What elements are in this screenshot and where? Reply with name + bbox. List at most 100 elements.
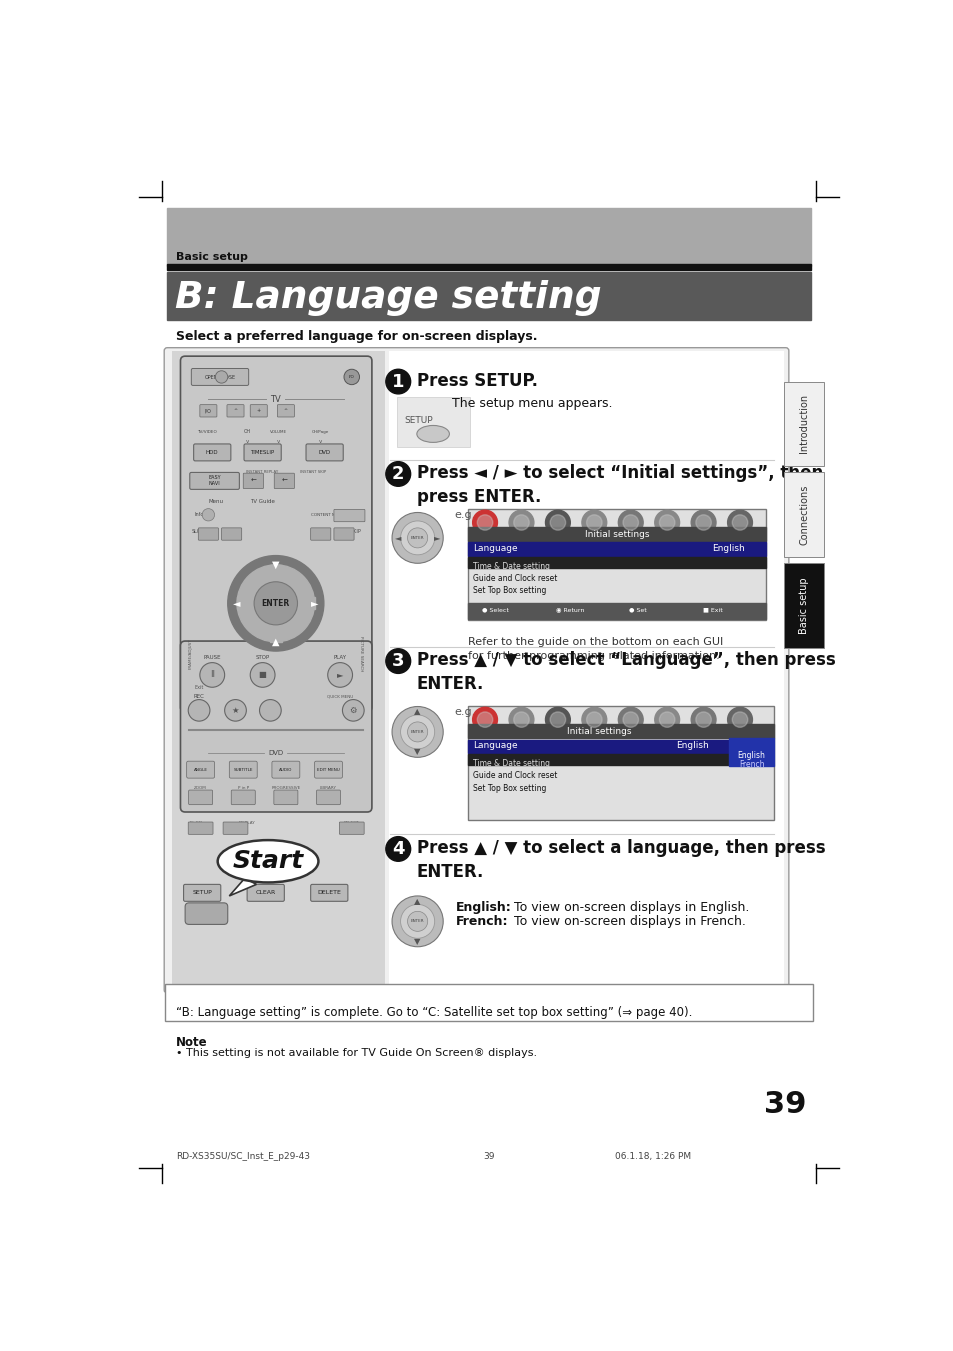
Circle shape — [659, 712, 674, 727]
Text: Info: Info — [194, 512, 204, 517]
Text: Language: Language — [472, 544, 517, 553]
Bar — [783, 563, 823, 648]
Circle shape — [545, 511, 570, 535]
Text: ▼: ▼ — [414, 936, 420, 946]
Circle shape — [259, 700, 281, 721]
Circle shape — [691, 511, 716, 535]
Text: Initial settings: Initial settings — [584, 530, 648, 539]
Bar — [167, 208, 810, 266]
Circle shape — [618, 708, 642, 732]
Text: ^: ^ — [283, 408, 288, 413]
Text: To view on-screen displays in French.: To view on-screen displays in French. — [514, 915, 745, 928]
Text: ⚙: ⚙ — [349, 705, 356, 715]
Text: SLOW: SLOW — [192, 530, 206, 534]
Text: 2: 2 — [392, 465, 404, 482]
Bar — [468, 754, 728, 765]
FancyBboxPatch shape — [193, 444, 231, 461]
Circle shape — [236, 565, 314, 642]
Text: Press ◄ / ► to select “Initial settings”, then
press ENTER.: Press ◄ / ► to select “Initial settings”… — [416, 463, 822, 505]
FancyBboxPatch shape — [180, 357, 372, 712]
FancyBboxPatch shape — [198, 528, 218, 540]
Text: VOLUME: VOLUME — [270, 430, 287, 434]
Text: ^: ^ — [233, 408, 237, 413]
Circle shape — [695, 712, 711, 727]
Circle shape — [328, 662, 353, 688]
Text: REC: REC — [193, 694, 204, 698]
Text: TIMESLIP: TIMESLIP — [251, 450, 274, 455]
FancyBboxPatch shape — [274, 790, 297, 805]
FancyBboxPatch shape — [223, 821, 248, 835]
FancyBboxPatch shape — [180, 642, 372, 812]
Text: P in P: P in P — [237, 786, 249, 790]
Bar — [468, 527, 765, 540]
Circle shape — [476, 515, 493, 530]
Bar — [468, 739, 728, 753]
Bar — [236, 597, 314, 609]
Text: ZOOM: ZOOM — [194, 786, 207, 790]
Text: RD-XS35SU/SC_Inst_E_p29-43: RD-XS35SU/SC_Inst_E_p29-43 — [175, 1151, 310, 1161]
Circle shape — [342, 700, 364, 721]
Bar — [172, 351, 385, 986]
FancyBboxPatch shape — [334, 528, 354, 540]
Text: PICTURE SEARCH: PICTURE SEARCH — [359, 636, 363, 671]
Text: CLEAR: CLEAR — [255, 890, 275, 896]
FancyBboxPatch shape — [277, 405, 294, 417]
Text: SKIP: SKIP — [350, 530, 360, 534]
FancyBboxPatch shape — [311, 528, 331, 540]
Circle shape — [581, 511, 606, 535]
FancyBboxPatch shape — [274, 473, 294, 489]
Text: ▲: ▲ — [414, 708, 420, 716]
Text: e.g.: e.g. — [454, 708, 475, 717]
Text: 06.1.18, 1:26 PM: 06.1.18, 1:26 PM — [615, 1151, 691, 1161]
Bar — [783, 381, 823, 466]
FancyBboxPatch shape — [250, 405, 267, 417]
Text: SUBTITLE: SUBTITLE — [233, 767, 253, 771]
Text: Press ▲ / ▼ to select “Language”, then press
ENTER.: Press ▲ / ▼ to select “Language”, then p… — [416, 651, 835, 693]
Text: +: + — [256, 408, 260, 413]
Circle shape — [727, 511, 752, 535]
Circle shape — [400, 904, 435, 939]
Text: e.g.: e.g. — [454, 511, 475, 520]
Text: PAUSE: PAUSE — [203, 655, 221, 661]
Text: CH: CH — [243, 430, 251, 434]
Text: FL SEL: FL SEL — [190, 821, 203, 824]
Text: Language: Language — [472, 742, 517, 750]
Text: STOP: STOP — [255, 655, 270, 661]
Text: I/O: I/O — [205, 408, 212, 413]
Polygon shape — [229, 878, 256, 896]
Circle shape — [586, 712, 601, 727]
Bar — [468, 557, 765, 567]
Circle shape — [392, 896, 443, 947]
Text: ←: ← — [281, 478, 287, 484]
Text: Connections: Connections — [799, 485, 808, 544]
Text: Basic setup: Basic setup — [175, 253, 248, 262]
Text: ▼: ▼ — [414, 747, 420, 757]
FancyBboxPatch shape — [468, 508, 765, 620]
Circle shape — [581, 708, 606, 732]
Text: 3: 3 — [392, 653, 404, 670]
Bar — [167, 263, 810, 270]
Text: French:: French: — [456, 915, 508, 928]
Text: v: v — [245, 439, 249, 444]
Text: SELECT: SELECT — [344, 821, 359, 824]
Text: ◄: ◄ — [395, 534, 401, 542]
Text: Select a preferred language for on-screen displays.: Select a preferred language for on-scree… — [175, 330, 537, 343]
Circle shape — [654, 708, 679, 732]
Circle shape — [472, 708, 497, 732]
Text: ENTER: ENTER — [261, 598, 290, 608]
Text: Menu: Menu — [209, 499, 223, 504]
Circle shape — [654, 511, 679, 535]
Text: French: French — [739, 759, 763, 769]
Text: TV Guide: TV Guide — [250, 499, 274, 504]
Text: I/O: I/O — [349, 376, 355, 378]
Text: SETUP: SETUP — [193, 890, 212, 896]
Circle shape — [509, 511, 534, 535]
FancyBboxPatch shape — [247, 885, 284, 901]
Text: ANGLE: ANGLE — [193, 767, 208, 771]
Ellipse shape — [217, 840, 318, 882]
FancyBboxPatch shape — [314, 761, 342, 778]
Text: INSTANT REPLAY: INSTANT REPLAY — [246, 470, 278, 474]
Text: EDIT MENU: EDIT MENU — [316, 767, 339, 771]
Circle shape — [476, 712, 493, 727]
Circle shape — [344, 369, 359, 385]
